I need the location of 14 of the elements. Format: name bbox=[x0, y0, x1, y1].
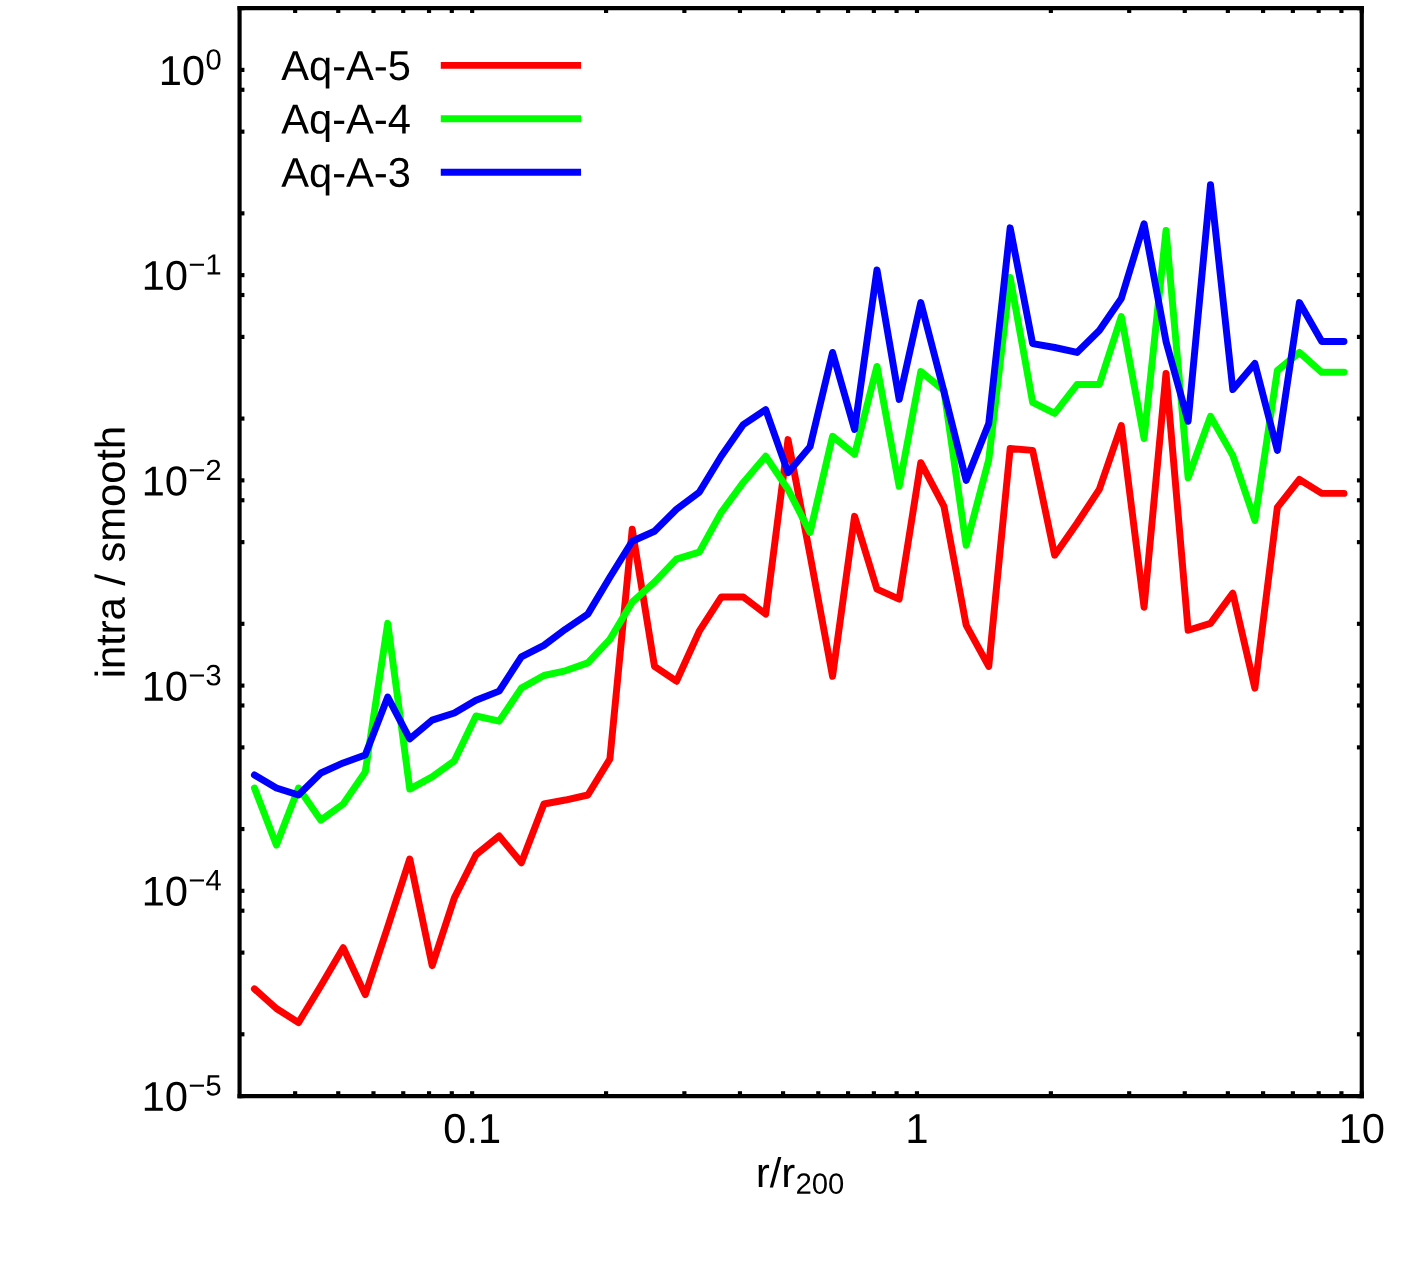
y-tick-label: 10$^{−2}$ bbox=[144, 459, 221, 496]
x-tick-label: 10 bbox=[1341, 1113, 1384, 1144]
y-tick-label: 10$^{−4}$ bbox=[144, 870, 221, 906]
x-tick-label: 1 bbox=[908, 1114, 927, 1143]
y-tick-label: 10$^{−5}$ bbox=[144, 1075, 221, 1112]
x-axis-title: r/r$_{200}$ bbox=[758, 1156, 844, 1194]
y-tick-label: 10$^{−1}$ bbox=[144, 254, 221, 291]
y-tick-label: 10$^{0}$ bbox=[161, 49, 221, 86]
x-tick-label: 0.1 bbox=[444, 1113, 500, 1144]
legend-label: Aq-A-5 bbox=[281, 51, 410, 89]
legend-label: Aq-A-4 bbox=[281, 104, 410, 143]
y-tick-label: 10$^{−3}$ bbox=[144, 664, 221, 702]
legend-label: Aq-A-3 bbox=[281, 157, 410, 196]
y-axis-title: intra / smooth bbox=[94, 428, 126, 676]
